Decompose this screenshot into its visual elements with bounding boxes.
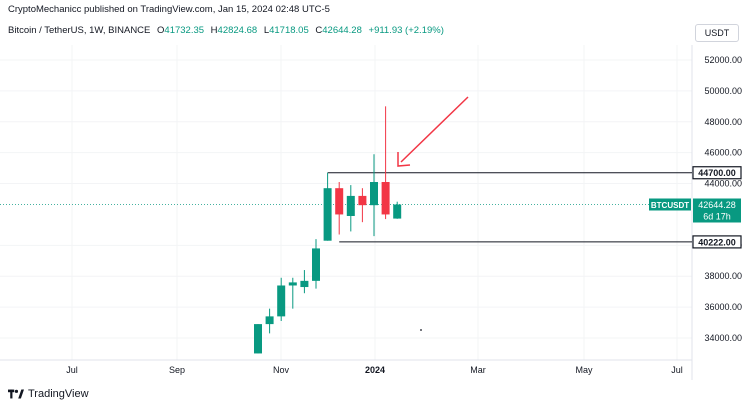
price-tick-label: 36000.00 [704,302,742,312]
time-tick-label: 2024 [365,365,385,375]
cursor-dot [420,329,422,331]
symbol-badge-text: BTCUSDT [651,201,689,210]
last-price-box [693,198,741,223]
time-axis[interactable]: Jul Sep Nov 2024 Mar May Jul [66,365,683,375]
bar-countdown: 6d 17h [703,211,731,221]
change-value: +911.93 (+2.19%) [368,25,444,36]
candle-body [335,188,344,215]
publisher-line: CryptoMechanicc published on TradingView… [8,4,330,15]
time-tick-label: Jul [66,365,78,375]
candle [323,172,332,241]
price-tick-label: 50000.00 [704,86,742,96]
open-value: 41732.35 [164,25,205,36]
candles[interactable] [254,106,402,354]
candle [393,201,402,219]
footer-brand: TradingView [28,388,89,400]
high-label: H [210,25,218,36]
level-label: 44700.00 [698,168,736,178]
last-price-value: 42644.28 [698,200,736,210]
currency-button[interactable]: USDT [695,24,739,42]
candle [358,188,367,223]
candle-body [346,195,355,216]
candle [312,239,320,289]
tradingview-logo-icon [8,389,24,399]
symbol-badge-box [649,198,691,211]
arrow-head [397,152,411,167]
candle [288,277,297,309]
candle-body [288,282,297,286]
open-label: O [157,25,165,36]
candle [381,106,390,220]
candle [370,154,378,237]
candle-body [381,182,390,215]
symbol-name[interactable]: Bitcoin / TetherUS, 1W, BINANCE [8,25,151,36]
candle-body [312,248,320,281]
price-tick-label: 34000.00 [704,333,742,343]
time-tick-label: Mar [470,365,486,375]
candle [346,185,355,232]
candle-body [393,204,402,219]
candle [265,308,274,334]
candle-body [358,195,367,206]
low-label: L [263,25,270,36]
close-label: C [315,25,323,36]
arrow-shaft [400,96,469,163]
candle [277,277,286,322]
time-tick-label: Nov [273,365,290,375]
price-tick-label: 52000.00 [704,55,742,65]
chart-grid [0,45,692,360]
price-tick-label: 46000.00 [704,148,742,158]
candle-body [300,280,309,288]
level-label: 40222.00 [698,237,736,247]
annotation-arrow[interactable] [397,96,469,167]
candle-body [323,188,332,241]
candle-body [254,324,262,354]
candle-body [370,182,378,206]
candle-body [265,316,274,325]
candle-body [277,285,286,317]
close-value: 42644.28 [322,25,362,36]
low-value: 41718.05 [269,25,309,36]
symbol-legend: Bitcoin / TetherUS, 1W, BINANCE O41732.3… [8,25,444,36]
price-tick-label: 48000.00 [704,117,742,127]
footer[interactable]: TradingView [8,388,89,400]
time-tick-label: May [575,365,593,375]
candle [300,270,309,294]
price-tick-label: 38000.00 [704,271,742,281]
level-label-box [692,166,742,180]
candle [335,182,344,235]
time-tick-label: Jul [671,365,683,375]
time-tick-label: Sep [169,365,185,375]
level-label-box [692,235,742,249]
candle [254,324,262,354]
horizontal-levels[interactable]: 44700.00 40222.00 [327,166,742,249]
high-value: 42824.68 [217,25,258,36]
price-tick-label: 44000.00 [704,179,742,189]
